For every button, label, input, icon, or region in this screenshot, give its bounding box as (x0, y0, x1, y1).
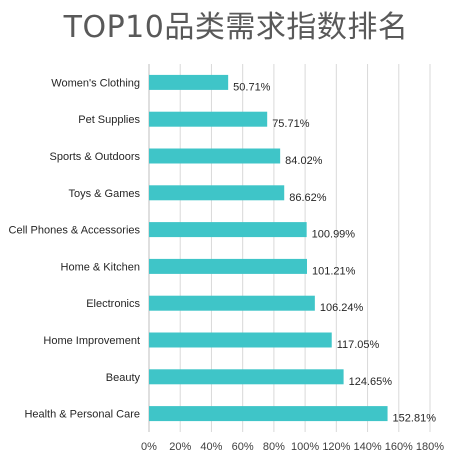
data-label: 124.65% (349, 376, 393, 388)
category-label: Sports & Outdoors (50, 151, 141, 163)
category-label: Pet Supplies (78, 114, 140, 126)
category-label: Home & Kitchen (61, 261, 140, 273)
bar (149, 332, 332, 348)
bar (149, 295, 315, 311)
bar (149, 111, 268, 127)
chart-title: TOP10品类需求指数排名 (63, 10, 409, 45)
data-label: 50.71% (233, 81, 271, 93)
data-label: 100.99% (312, 229, 356, 241)
bar (149, 74, 229, 90)
category-label: Health & Personal Care (24, 409, 140, 421)
data-label: 117.05% (337, 339, 380, 351)
bar (149, 369, 344, 385)
data-label: 101.21% (312, 265, 356, 277)
category-label: Toys & Games (68, 188, 140, 200)
category-label: Beauty (106, 372, 141, 384)
x-tick-label: 80% (263, 441, 285, 453)
x-tick-label: 180% (416, 441, 444, 453)
bar (149, 258, 308, 274)
category-label: Electronics (86, 298, 140, 310)
x-tick-label: 40% (200, 441, 222, 453)
bar (149, 148, 281, 164)
bar (149, 185, 285, 201)
data-label: 106.24% (320, 302, 364, 314)
category-label: Women's Clothing (51, 77, 140, 89)
x-tick-label: 20% (169, 441, 191, 453)
x-tick-label: 160% (385, 441, 413, 453)
data-label: 84.02% (285, 155, 323, 167)
x-tick-label: 140% (353, 441, 381, 453)
x-tick-label: 100% (291, 441, 319, 453)
x-tick-label: 120% (322, 441, 350, 453)
data-label: 86.62% (289, 192, 327, 204)
x-tick-label: 0% (141, 441, 157, 453)
category-label: Cell Phones & Accessories (9, 225, 141, 237)
category-label: Home Improvement (43, 335, 140, 347)
bar (149, 406, 388, 422)
data-label: 152.81% (393, 413, 437, 425)
x-tick-label: 60% (232, 441, 254, 453)
bar (149, 222, 307, 238)
data-label: 75.71% (272, 118, 310, 130)
